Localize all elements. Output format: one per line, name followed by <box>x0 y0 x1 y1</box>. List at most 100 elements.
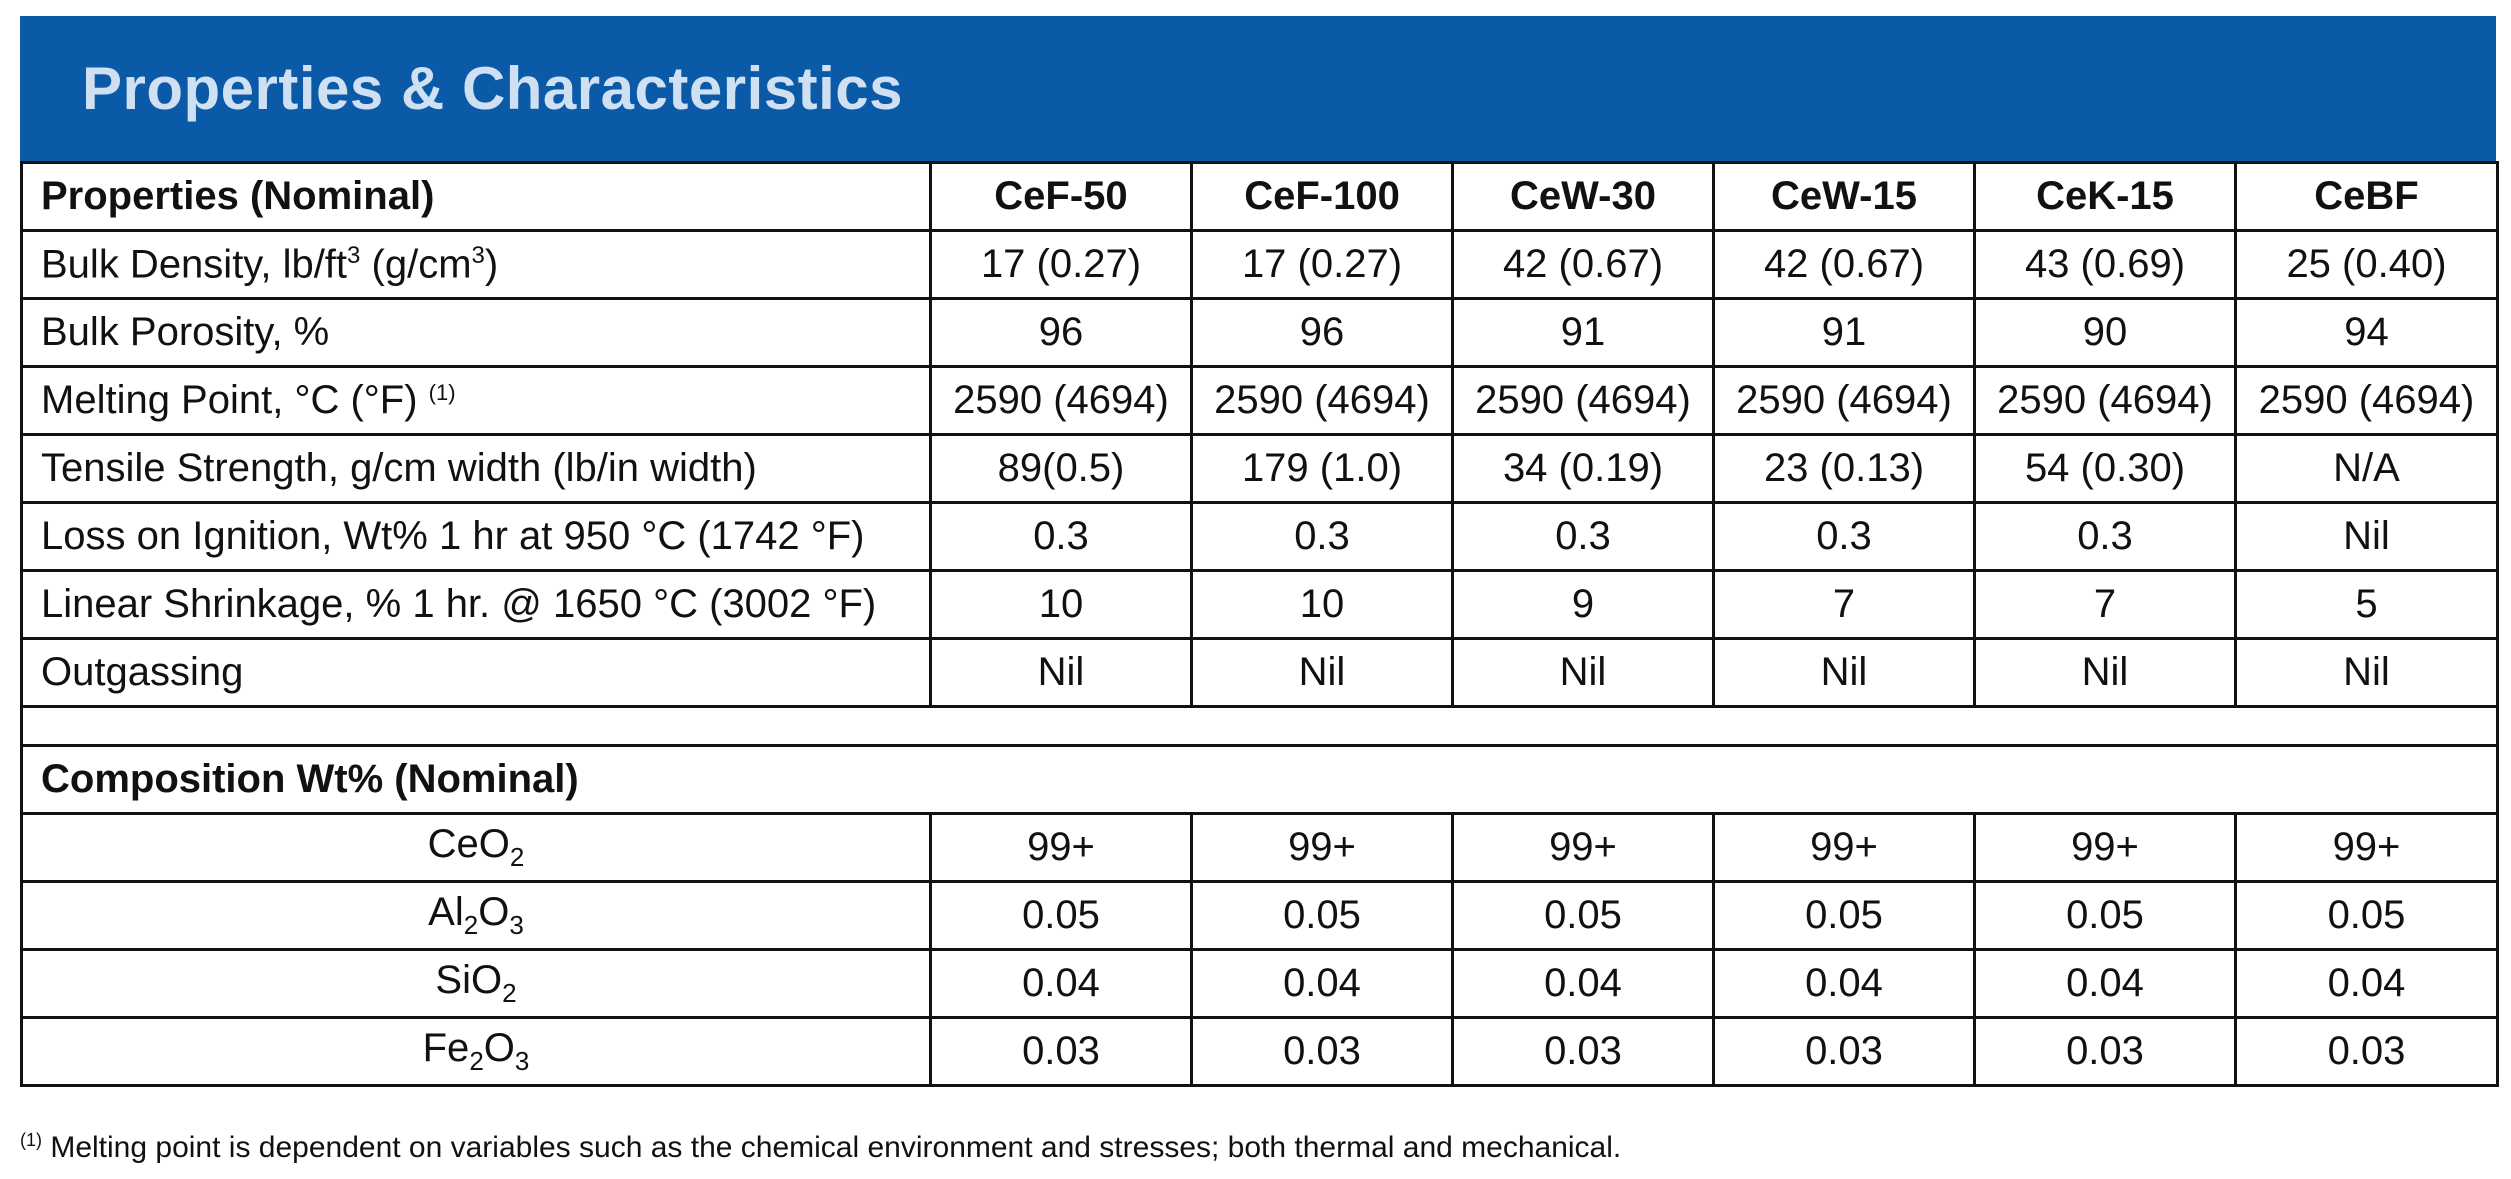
table-cell: 42 (0.67) <box>1451 229 1715 300</box>
table-cell: 99+ <box>1190 812 1454 883</box>
table-cell: 42 (0.67) <box>1712 229 1976 300</box>
row-label: Loss on Ignition, Wt% 1 hr at 950 °C (17… <box>20 501 932 572</box>
table-cell: 96 <box>1190 297 1454 368</box>
table-cell: 90 <box>1973 297 2237 368</box>
table-cell: 179 (1.0) <box>1190 433 1454 504</box>
table-cell: 2590 (4694) <box>1712 365 1976 436</box>
table-cell: Nil <box>1973 637 2237 708</box>
page-title: Properties & Characteristics <box>82 55 904 122</box>
header-row: Properties (Nominal) CeF-50 CeF-100 CeW-… <box>20 161 2499 232</box>
table-cell: 99+ <box>1451 812 1715 883</box>
table-cell: 89(0.5) <box>929 433 1193 504</box>
table-cell: 2590 (4694) <box>2234 365 2499 436</box>
table-cell: 43 (0.69) <box>1973 229 2237 300</box>
table-cell: 0.03 <box>929 1016 1193 1087</box>
table-cell: 99+ <box>929 812 1193 883</box>
table-cell: 0.03 <box>1190 1016 1454 1087</box>
table-cell: 10 <box>1190 569 1454 640</box>
footnote: (1) Melting point is dependent on variab… <box>20 1130 1621 1165</box>
table-row: Linear Shrinkage, % 1 hr. @ 1650 °C (300… <box>20 569 2499 640</box>
table-cell: 7 <box>1712 569 1976 640</box>
table-cell: 0.04 <box>1973 948 2237 1019</box>
table-cell: 0.04 <box>2234 948 2499 1019</box>
table-cell: 9 <box>1451 569 1715 640</box>
table-row: Al2O3 0.05 0.05 0.05 0.05 0.05 0.05 <box>20 880 2499 951</box>
table-cell: Nil <box>2234 637 2499 708</box>
compound-label: SiO2 <box>20 948 932 1019</box>
table-row: Bulk Porosity, % 96 96 91 91 90 94 <box>20 297 2499 368</box>
table-cell: 17 (0.27) <box>1190 229 1454 300</box>
table-cell: 96 <box>929 297 1193 368</box>
table-cell: 2590 (4694) <box>1973 365 2237 436</box>
table-cell: Nil <box>1712 637 1976 708</box>
table-row: CeO2 99+ 99+ 99+ 99+ 99+ 99+ <box>20 812 2499 883</box>
footnote-ref: (1) <box>20 1130 42 1150</box>
table-cell: Nil <box>2234 501 2499 572</box>
spacer-row <box>20 705 2499 747</box>
spacer-cell <box>20 705 2499 747</box>
table-cell: 2590 (4694) <box>1451 365 1715 436</box>
footnote-text: Melting point is dependent on variables … <box>50 1131 1622 1164</box>
table-cell: 0.3 <box>1973 501 2237 572</box>
table-cell: 0.3 <box>1712 501 1976 572</box>
table-cell: 99+ <box>2234 812 2499 883</box>
column-header: CeW-30 <box>1451 161 1715 232</box>
properties-table: Properties (Nominal) CeF-50 CeF-100 CeW-… <box>20 161 2499 1087</box>
row-label: Tensile Strength, g/cm width (lb/in widt… <box>20 433 932 504</box>
table-cell: 7 <box>1973 569 2237 640</box>
table-cell: 25 (0.40) <box>2234 229 2499 300</box>
column-header: CeK-15 <box>1973 161 2237 232</box>
table-cell: 0.03 <box>1451 1016 1715 1087</box>
table-cell: 10 <box>929 569 1193 640</box>
table-cell: N/A <box>2234 433 2499 504</box>
table-cell: 0.03 <box>1973 1016 2237 1087</box>
compound-label: Fe2O3 <box>20 1016 932 1087</box>
row-label: Bulk Density, lb/ft3 (g/cm3) <box>20 229 932 300</box>
properties-header-label: Properties (Nominal) <box>20 161 932 232</box>
table-cell: 0.05 <box>2234 880 2499 951</box>
table-cell: 0.3 <box>929 501 1193 572</box>
row-label: Linear Shrinkage, % 1 hr. @ 1650 °C (300… <box>20 569 932 640</box>
table-row: Tensile Strength, g/cm width (lb/in widt… <box>20 433 2499 504</box>
composition-header: Composition Wt% (Nominal) <box>20 744 2499 815</box>
table-cell: 0.05 <box>929 880 1193 951</box>
column-header: CeW-15 <box>1712 161 1976 232</box>
table-cell: 94 <box>2234 297 2499 368</box>
footnote-ref: (1) <box>428 380 456 405</box>
table-cell: 0.04 <box>1712 948 1976 1019</box>
header-banner: Properties & Characteristics <box>20 16 2496 161</box>
table-cell: 2590 (4694) <box>1190 365 1454 436</box>
table-cell: 0.04 <box>929 948 1193 1019</box>
table-row: Melting Point, °C (°F) (1) 2590 (4694) 2… <box>20 365 2499 436</box>
table-cell: 99+ <box>1712 812 1976 883</box>
row-label: Melting Point, °C (°F) (1) <box>20 365 932 436</box>
table-cell: 17 (0.27) <box>929 229 1193 300</box>
row-label: Outgassing <box>20 637 932 708</box>
table-cell: 2590 (4694) <box>929 365 1193 436</box>
table-cell: 99+ <box>1973 812 2237 883</box>
table-cell: 0.03 <box>1712 1016 1976 1087</box>
column-header: CeF-100 <box>1190 161 1454 232</box>
table-cell: Nil <box>1190 637 1454 708</box>
table-cell: 0.3 <box>1190 501 1454 572</box>
table-row: Loss on Ignition, Wt% 1 hr at 950 °C (17… <box>20 501 2499 572</box>
composition-header-row: Composition Wt% (Nominal) <box>20 744 2499 815</box>
compound-label: Al2O3 <box>20 880 932 951</box>
table-cell: 91 <box>1451 297 1715 368</box>
table-cell: 34 (0.19) <box>1451 433 1715 504</box>
table-cell: 0.05 <box>1712 880 1976 951</box>
table-cell: 0.04 <box>1190 948 1454 1019</box>
table-cell: 5 <box>2234 569 2499 640</box>
row-label: Bulk Porosity, % <box>20 297 932 368</box>
table-cell: 0.05 <box>1190 880 1454 951</box>
compound-label: CeO2 <box>20 812 932 883</box>
table-cell: 0.03 <box>2234 1016 2499 1087</box>
table-cell: 0.05 <box>1973 880 2237 951</box>
table-cell: 0.3 <box>1451 501 1715 572</box>
table-row: Fe2O3 0.03 0.03 0.03 0.03 0.03 0.03 <box>20 1016 2499 1087</box>
table-cell: 91 <box>1712 297 1976 368</box>
table-cell: 23 (0.13) <box>1712 433 1976 504</box>
table-cell: 0.04 <box>1451 948 1715 1019</box>
column-header: CeF-50 <box>929 161 1193 232</box>
table-cell: Nil <box>929 637 1193 708</box>
